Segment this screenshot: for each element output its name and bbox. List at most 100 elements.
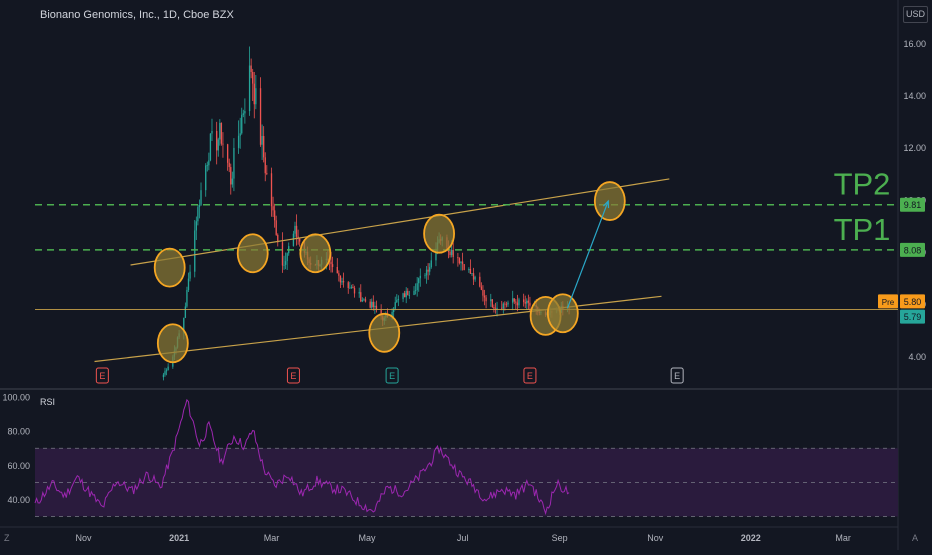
rsi-tick-label: 80.00: [7, 427, 30, 437]
candle-body: [350, 286, 353, 288]
candle-body: [524, 302, 526, 304]
candle-body: [494, 308, 497, 310]
candle-body: [165, 370, 168, 372]
candle-body: [468, 268, 470, 271]
price-tick-label: 14.00: [903, 91, 926, 101]
candle-body: [292, 233, 295, 247]
candle-body: [237, 135, 240, 148]
price-tick-label: 12.00: [903, 143, 926, 153]
tp-level-label: TP2: [834, 167, 891, 202]
time-tick-label: Mar: [835, 533, 851, 543]
candle-body: [198, 204, 201, 208]
candle-body: [490, 299, 492, 302]
rsi-tick-label: 60.00: [7, 461, 30, 471]
earnings-marker: [286, 367, 300, 384]
candle-body: [469, 268, 472, 274]
candle-body: [208, 160, 210, 166]
candle-body: [162, 374, 165, 378]
candle-body: [463, 264, 465, 271]
candle-body: [183, 317, 185, 334]
marked-point-circle: [153, 247, 186, 288]
candle-body: [222, 143, 224, 145]
candle-body: [369, 301, 371, 308]
candle-body: [491, 299, 494, 308]
candle-body: [496, 307, 498, 310]
zoom-corner-left[interactable]: Z: [4, 533, 10, 543]
rsi-line: [34, 398, 570, 516]
marked-point-circle: [368, 312, 401, 353]
candle-body: [277, 234, 279, 243]
candle-body: [403, 293, 406, 298]
earnings-marker-label: E: [99, 371, 105, 381]
time-tick-label: 2021: [169, 533, 189, 543]
candle-body: [360, 292, 362, 302]
candle-body: [167, 366, 169, 371]
candle-body: [358, 292, 360, 294]
pre-market-badge-label: 5.80: [904, 297, 922, 307]
candle-body: [352, 286, 354, 288]
candle-body: [273, 210, 276, 221]
candle-body: [397, 298, 400, 300]
candle-body: [295, 225, 298, 237]
candle-body: [364, 299, 367, 302]
candle-body: [361, 300, 364, 302]
candle-body: [457, 257, 459, 259]
candle-body: [507, 302, 509, 305]
candle-body: [425, 269, 428, 276]
candle-body: [233, 147, 235, 179]
candle-body: [270, 173, 273, 207]
last-price-badge-label: 5.79: [904, 312, 922, 322]
candle-body: [220, 122, 223, 144]
candle-body: [275, 220, 277, 235]
marked-point-circle: [236, 233, 269, 274]
earnings-marker: [385, 367, 399, 384]
candle-body: [341, 281, 343, 283]
earnings-marker-label: E: [290, 371, 296, 381]
candle-body: [266, 173, 268, 175]
rsi-tick-label: 40.00: [7, 495, 30, 505]
candle-body: [501, 307, 503, 309]
candle-body: [394, 302, 396, 309]
candle-body: [479, 276, 481, 287]
time-tick-label: 2022: [741, 533, 761, 543]
candle-body: [184, 306, 187, 318]
candle-body: [264, 157, 266, 174]
candle-body: [516, 302, 519, 306]
candle-body: [380, 309, 382, 317]
candle-body: [513, 298, 515, 302]
candle-body: [219, 122, 221, 140]
candle-body: [402, 293, 404, 299]
candle-body: [252, 71, 254, 84]
tp2-price-badge: [900, 197, 925, 212]
time-tick-label: Nov: [647, 533, 664, 543]
candle-body: [283, 264, 285, 266]
candle-body: [261, 136, 263, 145]
candle-body: [414, 290, 417, 291]
candle-body: [416, 283, 418, 291]
candle-body: [255, 88, 257, 105]
candle-body: [195, 221, 197, 231]
candle-body: [393, 308, 395, 312]
currency-selector[interactable]: USD: [903, 6, 928, 23]
candle-body: [189, 271, 191, 279]
candle-body: [408, 295, 410, 296]
candle-body: [523, 299, 525, 303]
candle-body: [471, 273, 473, 275]
candle-body: [230, 167, 232, 185]
candle-body: [518, 299, 520, 306]
candle-body: [430, 260, 432, 268]
candle-body: [253, 83, 255, 105]
candle-body: [493, 307, 495, 309]
time-tick-label: Nov: [76, 533, 93, 543]
earnings-marker: [95, 367, 109, 384]
time-tick-label: May: [359, 533, 377, 543]
price-tick-label: 4.00: [908, 352, 926, 362]
candle-body: [407, 290, 409, 296]
projection-arrow-line: [566, 200, 609, 309]
earnings-marker-label: E: [674, 371, 680, 381]
candle-body: [239, 133, 241, 136]
auto-scale-corner-right[interactable]: A: [912, 533, 919, 543]
candle-body: [197, 207, 199, 222]
candle-body: [216, 130, 218, 151]
candle-body: [482, 289, 484, 296]
